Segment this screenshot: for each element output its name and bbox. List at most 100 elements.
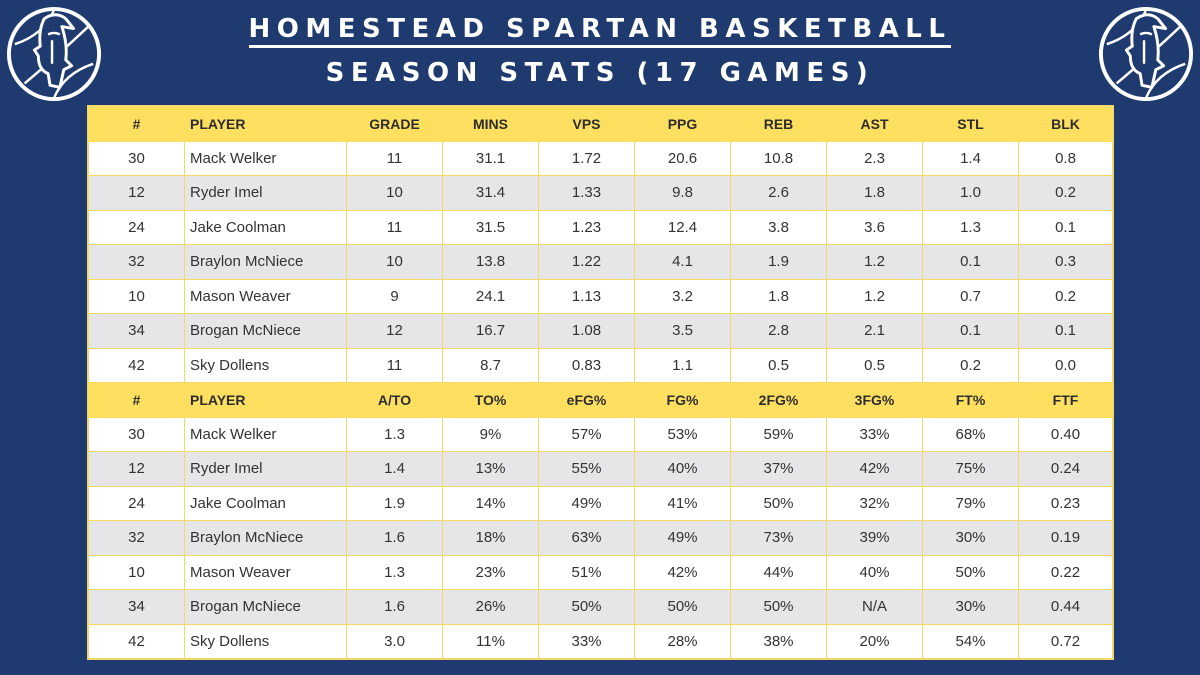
column-header: GRADE bbox=[346, 106, 443, 142]
stat-cell: 9% bbox=[442, 416, 539, 452]
stat-cell: 59% bbox=[730, 416, 827, 452]
column-header: MINS bbox=[442, 106, 539, 142]
stat-cell: 68% bbox=[922, 416, 1019, 452]
stat-cell: 0.1 bbox=[1018, 313, 1113, 349]
stat-cell: 42% bbox=[826, 451, 923, 487]
stat-cell: 31.1 bbox=[442, 140, 539, 176]
column-header: PLAYER bbox=[184, 382, 347, 418]
stat-cell: 0.2 bbox=[922, 347, 1019, 383]
stat-cell: 24 bbox=[88, 209, 185, 245]
column-header: STL bbox=[922, 106, 1019, 142]
stat-cell: 33% bbox=[538, 623, 635, 659]
stat-cell: 10.8 bbox=[730, 140, 827, 176]
stat-cell: 63% bbox=[538, 520, 635, 556]
stat-cell: 50% bbox=[634, 589, 731, 625]
stat-cell: 51% bbox=[538, 554, 635, 590]
stat-cell: 10 bbox=[88, 554, 185, 590]
player-name-cell: Mack Welker bbox=[184, 416, 347, 452]
table-row: 24 Jake Coolman 1.9 14% 49% 41% 50% 32% 79% 0.23 bbox=[88, 485, 1113, 521]
stat-cell: 12 bbox=[346, 313, 443, 349]
table-row: 34 Brogan McNiece 12 16.7 1.08 3.5 2.8 2.1 0.1 0.… bbox=[88, 313, 1113, 349]
table-header-row: # PLAYER GRADE MINS VPS PPG REB AST STL BLK bbox=[88, 106, 1113, 142]
stat-cell: 50% bbox=[538, 589, 635, 625]
page-subtitle: SEASON STATS (17 GAMES) bbox=[325, 58, 875, 88]
stat-cell: 38% bbox=[730, 623, 827, 659]
stat-cell: 41% bbox=[634, 485, 731, 521]
stat-cell: N/A bbox=[826, 589, 923, 625]
stat-cell: 1.22 bbox=[538, 244, 635, 280]
stat-cell: 0.23 bbox=[1018, 485, 1113, 521]
stat-cell: 30% bbox=[922, 520, 1019, 556]
column-header: eFG% bbox=[538, 382, 635, 418]
stat-cell: 34 bbox=[88, 313, 185, 349]
stat-cell: 1.0 bbox=[922, 175, 1019, 211]
stat-cell: 50% bbox=[730, 485, 827, 521]
stat-cell: 1.8 bbox=[730, 278, 827, 314]
stat-cell: 30% bbox=[922, 589, 1019, 625]
stat-cell: 0.22 bbox=[1018, 554, 1113, 590]
stat-cell: 16.7 bbox=[442, 313, 539, 349]
stat-cell: 39% bbox=[826, 520, 923, 556]
column-header: # bbox=[88, 382, 185, 418]
stat-cell: 49% bbox=[634, 520, 731, 556]
stat-cell: 0.8 bbox=[1018, 140, 1113, 176]
table-row: 10 Mason Weaver 9 24.1 1.13 3.2 1.8 1.2 0.7 0.2 bbox=[88, 278, 1113, 314]
stat-cell: 0.72 bbox=[1018, 623, 1113, 659]
player-name-cell: Mason Weaver bbox=[184, 278, 347, 314]
stat-cell: 3.2 bbox=[634, 278, 731, 314]
stat-cell: 32% bbox=[826, 485, 923, 521]
stat-cell: 0.24 bbox=[1018, 451, 1113, 487]
stat-cell: 1.3 bbox=[922, 209, 1019, 245]
stat-cell: 3.0 bbox=[346, 623, 443, 659]
table-row: 32 Braylon McNiece 1.6 18% 63% 49% 73% 39% 30% 0.… bbox=[88, 520, 1113, 556]
stat-cell: 13% bbox=[442, 451, 539, 487]
page-title: HOMESTEAD SPARTAN BASKETBALL bbox=[0, 14, 1200, 48]
stat-cell: 34 bbox=[88, 589, 185, 625]
stat-cell: 40% bbox=[826, 554, 923, 590]
stat-cell: 50% bbox=[730, 589, 827, 625]
stat-cell: 4.1 bbox=[634, 244, 731, 280]
stat-cell: 9.8 bbox=[634, 175, 731, 211]
stat-cell: 10 bbox=[346, 244, 443, 280]
stat-cell: 11 bbox=[346, 140, 443, 176]
stat-cell: 12 bbox=[88, 451, 185, 487]
stat-cell: 23% bbox=[442, 554, 539, 590]
player-name-cell: Mason Weaver bbox=[184, 554, 347, 590]
stat-cell: 1.9 bbox=[730, 244, 827, 280]
column-header: FTF bbox=[1018, 382, 1113, 418]
stat-cell: 1.1 bbox=[634, 347, 731, 383]
stat-cell: 14% bbox=[442, 485, 539, 521]
stat-cell: 2.8 bbox=[730, 313, 827, 349]
stat-cell: 32 bbox=[88, 244, 185, 280]
stat-cell: 0.5 bbox=[826, 347, 923, 383]
stat-cell: 1.8 bbox=[826, 175, 923, 211]
spartan-helmet-icon bbox=[6, 6, 102, 102]
stat-cell: 3.5 bbox=[634, 313, 731, 349]
player-name-cell: Brogan McNiece bbox=[184, 589, 347, 625]
stat-cell: 44% bbox=[730, 554, 827, 590]
stat-cell: 11 bbox=[346, 209, 443, 245]
stat-cell: 0.40 bbox=[1018, 416, 1113, 452]
player-name-cell: Jake Coolman bbox=[184, 485, 347, 521]
stat-cell: 1.6 bbox=[346, 589, 443, 625]
stat-cell: 33% bbox=[826, 416, 923, 452]
player-name-cell: Ryder Imel bbox=[184, 175, 347, 211]
stat-cell: 26% bbox=[442, 589, 539, 625]
stat-cell: 24.1 bbox=[442, 278, 539, 314]
player-name-cell: Braylon McNiece bbox=[184, 520, 347, 556]
stat-cell: 75% bbox=[922, 451, 1019, 487]
stat-cell: 13.8 bbox=[442, 244, 539, 280]
stat-cell: 42 bbox=[88, 623, 185, 659]
stat-cell: 18% bbox=[442, 520, 539, 556]
player-name-cell: Sky Dollens bbox=[184, 623, 347, 659]
column-header: 3FG% bbox=[826, 382, 923, 418]
stat-cell: 40% bbox=[634, 451, 731, 487]
stat-cell: 1.23 bbox=[538, 209, 635, 245]
stat-cell: 2.1 bbox=[826, 313, 923, 349]
stat-cell: 1.08 bbox=[538, 313, 635, 349]
column-header: TO% bbox=[442, 382, 539, 418]
stat-cell: 42 bbox=[88, 347, 185, 383]
stat-cell: 0.19 bbox=[1018, 520, 1113, 556]
stat-cell: 30 bbox=[88, 416, 185, 452]
column-header: FG% bbox=[634, 382, 731, 418]
